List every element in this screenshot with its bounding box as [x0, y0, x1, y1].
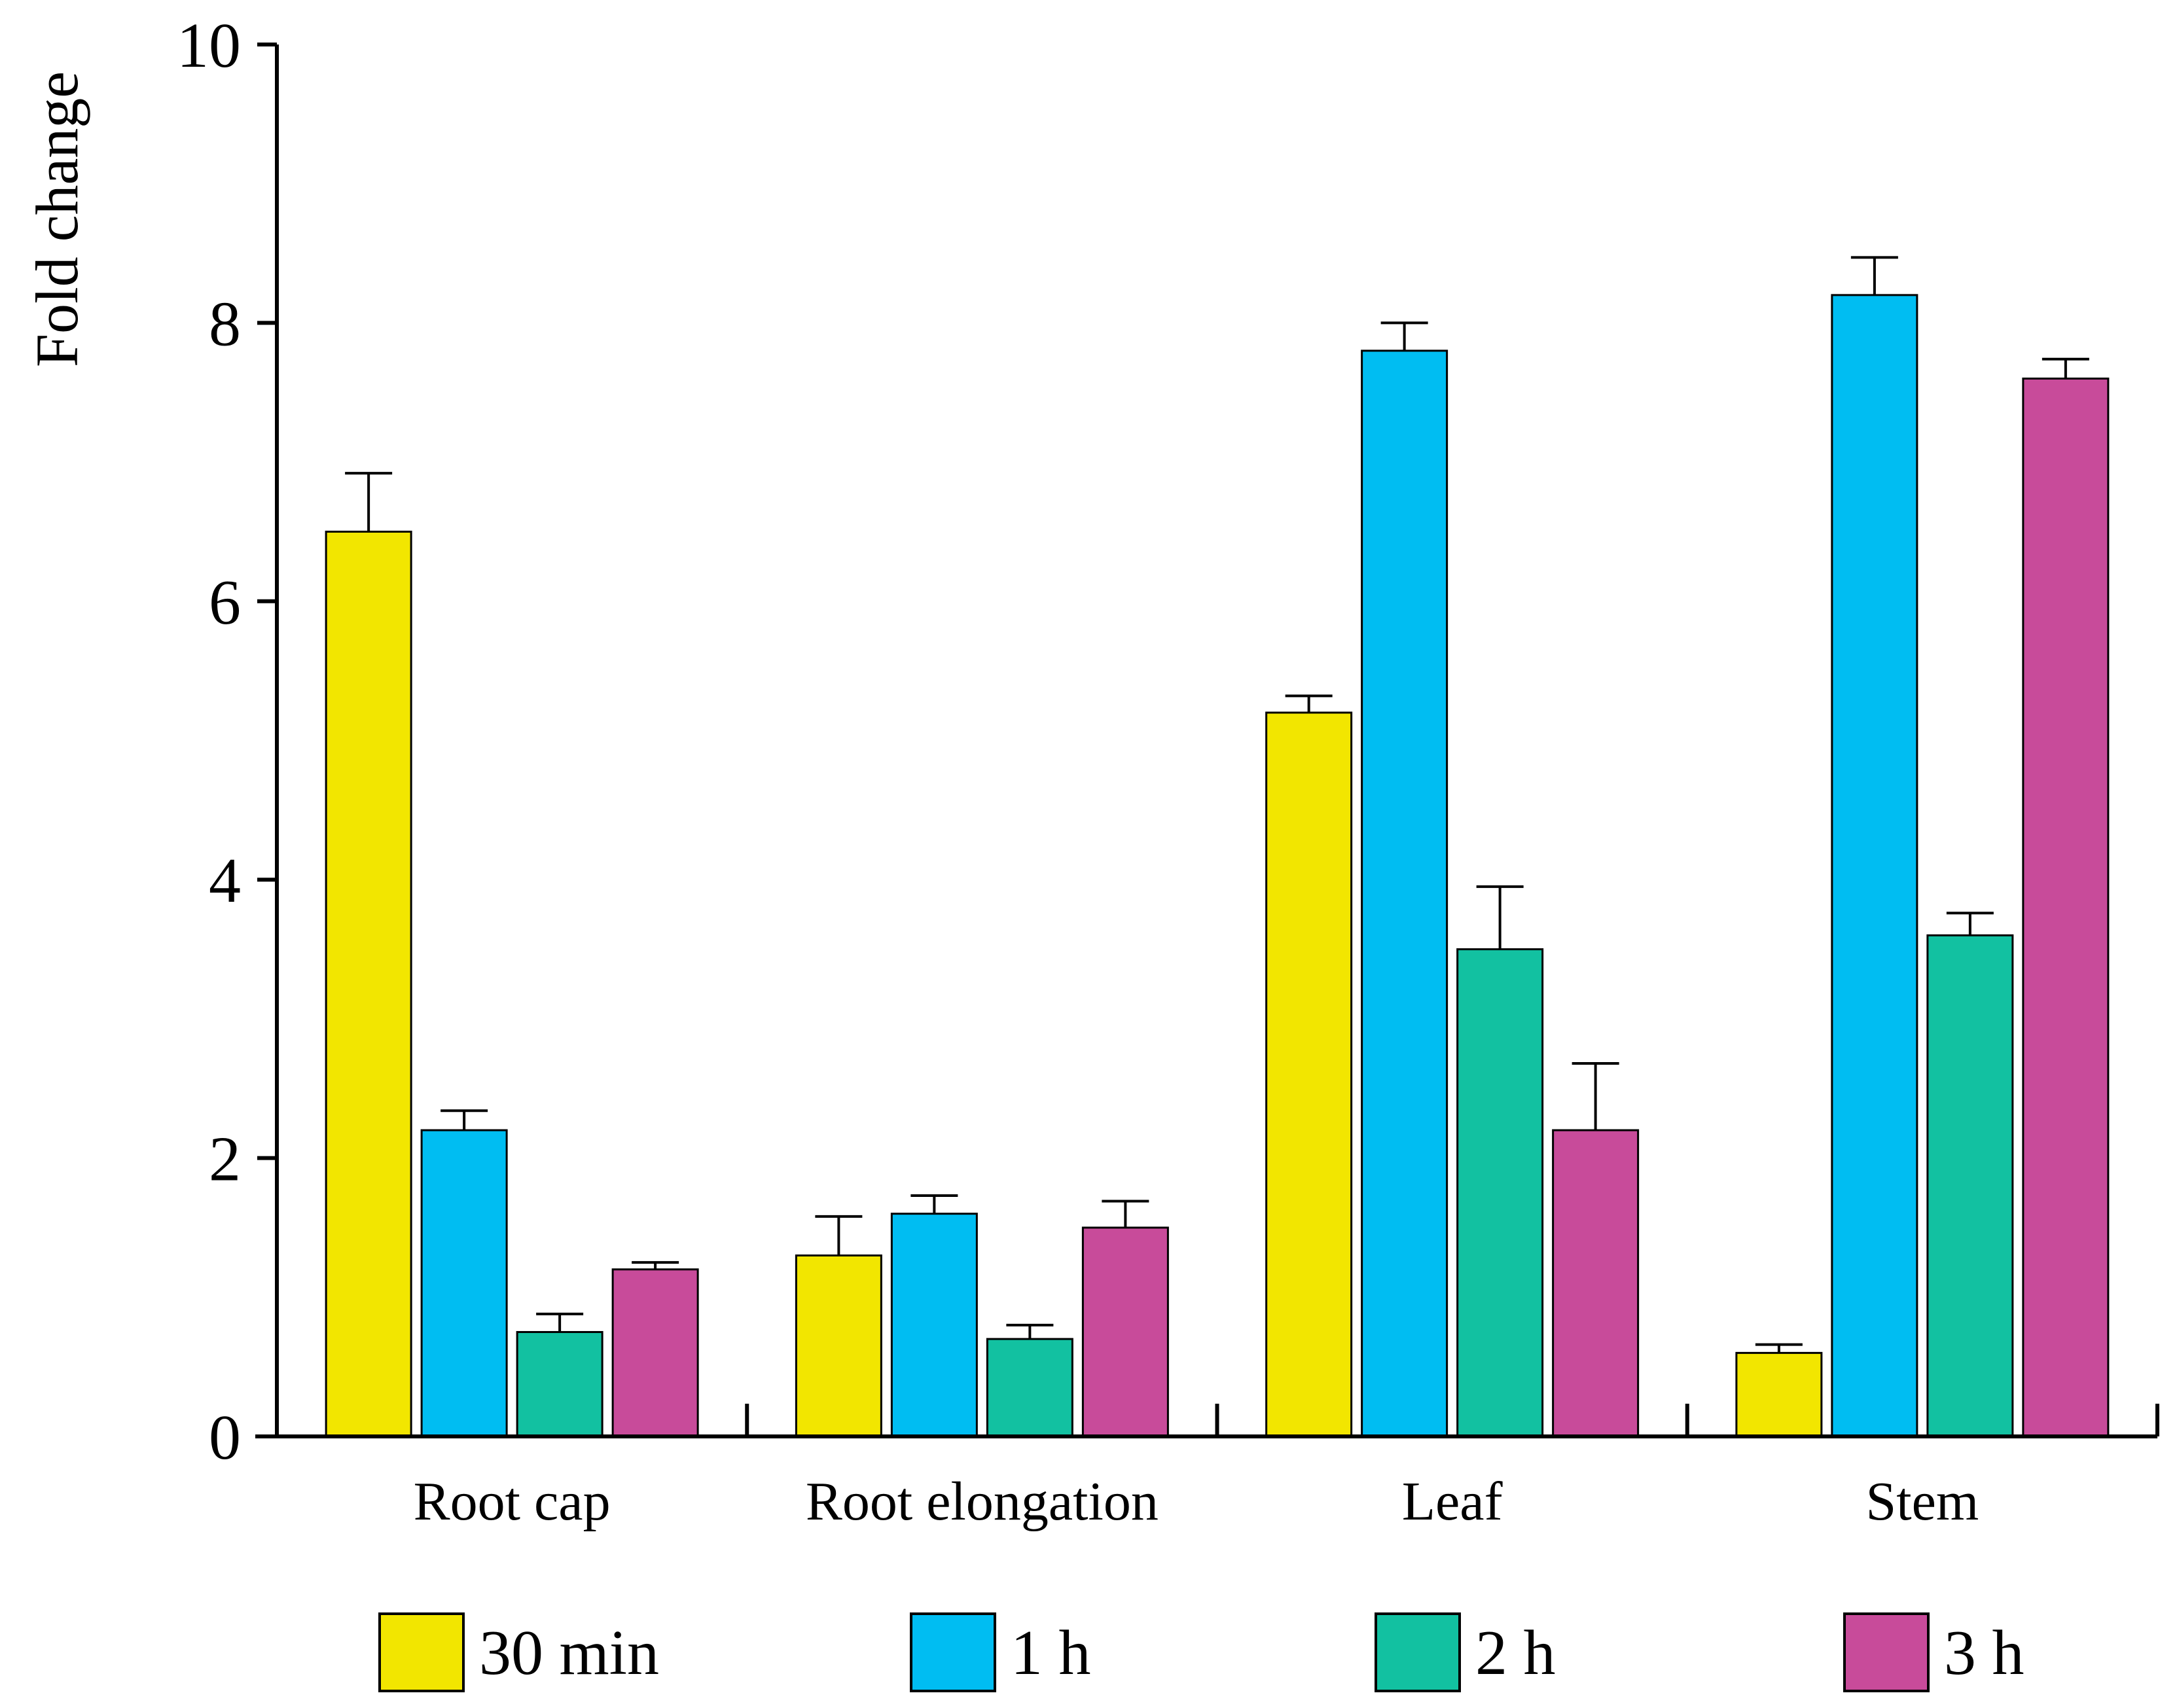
- category-label-0: Root cap: [414, 1471, 611, 1532]
- category-labels-layer: Root cap Root elongation Leaf Stem: [414, 1471, 1979, 1532]
- bar-1-1: [890, 1213, 978, 1438]
- bar-1-2: [986, 1338, 1073, 1438]
- bar-0-1: [420, 1129, 508, 1438]
- y-axis-label: Fold change: [24, 71, 90, 367]
- bar-2-0: [1265, 711, 1353, 1438]
- bar-0-3: [611, 1268, 699, 1438]
- y-tick-label-4: 4: [209, 845, 241, 916]
- bar-1-3: [1081, 1226, 1169, 1438]
- bar-3-0: [1735, 1351, 1823, 1438]
- legend-label-3: 3 h: [1944, 1618, 2024, 1688]
- legend: 30 min 1 h 2 h 3 h: [378, 1612, 2024, 1692]
- legend-swatch-1: [910, 1612, 996, 1692]
- bar-0-2: [516, 1330, 603, 1438]
- legend-label-2: 2 h: [1475, 1618, 1556, 1688]
- legend-label-0: 30 min: [479, 1618, 659, 1688]
- category-label-3: Stem: [1866, 1471, 1979, 1532]
- legend-swatch-0: [378, 1612, 465, 1692]
- y-tick-label-2: 2: [209, 1124, 241, 1195]
- y-tick-label-0: 0: [209, 1402, 241, 1473]
- error-bars-layer: [345, 256, 2089, 1353]
- bar-3-2: [1926, 934, 2014, 1438]
- bar-2-1: [1361, 349, 1448, 1438]
- bar-3-3: [2022, 377, 2110, 1438]
- y-tick-label-8: 8: [209, 289, 241, 359]
- category-label-1: Root elongation: [806, 1471, 1159, 1532]
- category-label-2: Leaf: [1402, 1471, 1503, 1532]
- legend-label-1: 1 h: [1011, 1618, 1091, 1688]
- y-tick-label-10: 10: [177, 10, 241, 81]
- bar-2-3: [1552, 1129, 1640, 1438]
- bar-3-1: [1831, 294, 1918, 1438]
- bar-2-2: [1456, 948, 1544, 1438]
- axes-layer: [255, 44, 2159, 1438]
- bars-layer: [325, 294, 2110, 1438]
- legend-swatch-3: [1843, 1612, 1930, 1692]
- y-tick-label-6: 6: [209, 567, 241, 638]
- y-ticks-layer: 0 2 4 6 8 10: [177, 10, 277, 1473]
- bar-1-0: [795, 1254, 882, 1438]
- bar-0-0: [325, 530, 412, 1438]
- legend-swatch-2: [1375, 1612, 1461, 1692]
